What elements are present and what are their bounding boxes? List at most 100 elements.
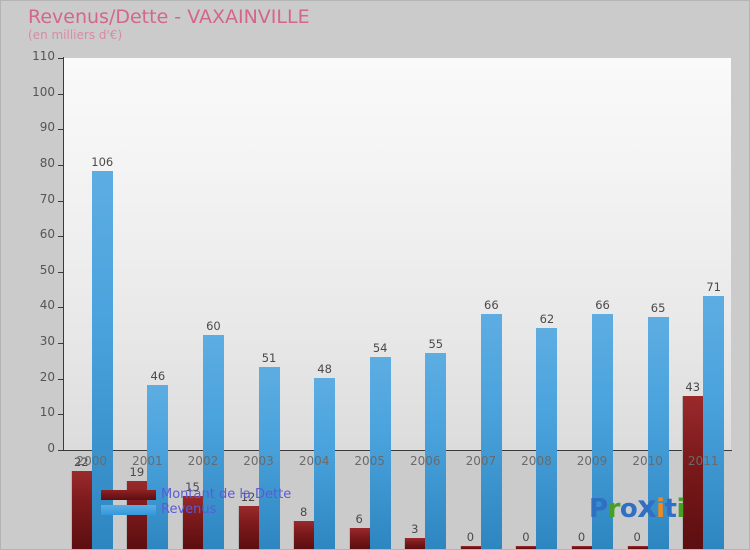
x-axis-label: 2010 xyxy=(632,454,663,468)
bar-label-revenus: 66 xyxy=(484,297,499,312)
bar-label-revenus: 66 xyxy=(595,297,610,312)
y-axis-tick-mark xyxy=(58,93,63,95)
bar-dette[interactable] xyxy=(181,495,204,549)
bar-dette[interactable] xyxy=(70,470,93,549)
y-axis-tick-mark xyxy=(58,378,63,380)
bar-group: 43 71 xyxy=(675,157,731,549)
legend-swatch-dette xyxy=(101,489,156,500)
bar-label-dette: 3 xyxy=(411,522,419,537)
logo-letter: t xyxy=(664,494,677,524)
bar-label-revenus: 48 xyxy=(317,361,332,376)
legend-label-dette: Montant de la Dette xyxy=(161,487,292,502)
y-axis-tick-mark xyxy=(58,58,63,59)
bar-label-dette: 43 xyxy=(685,379,701,394)
bar-label-revenus: 106 xyxy=(91,155,114,170)
bar-dette[interactable] xyxy=(571,546,594,549)
x-axis-label: 2002 xyxy=(187,454,219,468)
bar-group: 0 66 xyxy=(453,157,509,549)
legend-item-dette[interactable]: Montant de la Dette xyxy=(101,487,291,502)
bar-label-dette: 0 xyxy=(466,530,475,544)
y-axis-tick-mark xyxy=(58,450,63,451)
bar-group: 22 106 xyxy=(64,155,120,549)
bar-label-revenus: 55 xyxy=(428,337,444,351)
legend-label-revenus: Revenus xyxy=(161,502,217,517)
y-axis-tick-label: 30 xyxy=(39,334,55,349)
y-axis-tick-label: 10 xyxy=(39,405,55,420)
bar-group: 12 51 xyxy=(231,157,287,549)
logo-letter: x xyxy=(637,490,657,525)
bar-dette[interactable] xyxy=(348,527,371,549)
y-axis-tick-label: 90 xyxy=(39,120,55,135)
y-axis-tick-label: 0 xyxy=(47,441,55,455)
x-axis-label: 2005 xyxy=(354,454,385,468)
x-axis-line xyxy=(63,450,732,451)
bar-revenus[interactable] xyxy=(202,335,224,549)
y-axis-tick-label: 80 xyxy=(39,155,55,170)
bar-revenus[interactable] xyxy=(369,356,391,549)
bar-group: 0 62 xyxy=(509,157,565,549)
bar-revenus[interactable] xyxy=(592,313,614,549)
bar-label-dette: 19 xyxy=(129,465,145,480)
bar-label-dette: 15 xyxy=(185,479,200,494)
y-axis-tick-mark xyxy=(58,343,63,345)
bar-dette[interactable] xyxy=(459,546,482,549)
bar-group: 15 60 xyxy=(175,157,231,549)
bar-label-revenus: 51 xyxy=(261,351,277,366)
bar-revenus[interactable] xyxy=(425,353,447,549)
logo-letter: o xyxy=(619,494,638,524)
bar-revenus[interactable] xyxy=(703,295,725,549)
bar-label-dette: 0 xyxy=(633,530,641,544)
x-axis-label: 2006 xyxy=(410,454,441,468)
plot-area xyxy=(64,58,731,450)
bar-revenus[interactable] xyxy=(258,367,280,549)
x-axis-label: 2008 xyxy=(521,454,552,468)
bar-label-revenus: 65 xyxy=(650,301,666,316)
logo-letter: i xyxy=(656,494,665,524)
y-axis-line xyxy=(63,57,64,451)
chart-legend: Montant de la Dette Revenus xyxy=(101,487,291,517)
x-axis-label: 2000 xyxy=(76,454,108,468)
bar-label-dette: 0 xyxy=(577,530,586,544)
logo-letter: P xyxy=(589,494,608,524)
bar-label-dette: 22 xyxy=(73,454,89,469)
legend-item-revenus[interactable]: Revenus xyxy=(101,502,291,517)
x-axis-label: 2009 xyxy=(576,454,608,468)
x-axis-label: 2007 xyxy=(465,454,497,468)
bar-label-revenus: 46 xyxy=(150,369,166,384)
bar-label-revenus: 60 xyxy=(206,319,221,334)
bar-dette[interactable] xyxy=(293,520,316,549)
y-axis-tick-label: 110 xyxy=(32,49,55,63)
bar-revenus[interactable] xyxy=(480,313,502,549)
y-axis-tick-label: 50 xyxy=(39,262,55,277)
chart-subtitle: (en milliers d'€) xyxy=(28,28,123,42)
bar-revenus[interactable] xyxy=(536,328,558,549)
bar-revenus[interactable] xyxy=(647,317,669,549)
bar-label-revenus: 71 xyxy=(706,279,721,294)
bar-group: 6 54 xyxy=(342,157,398,549)
bar-label-dette: 8 xyxy=(299,504,308,519)
page-title: Revenus/Dette - VAXAINVILLE xyxy=(28,6,310,28)
bar-label-dette: 12 xyxy=(240,490,256,505)
bar-revenus[interactable] xyxy=(314,377,336,549)
y-axis-tick-label: 70 xyxy=(39,191,55,206)
bar-group: 3 55 xyxy=(398,157,454,549)
y-axis-tick-label: 100 xyxy=(32,84,55,99)
legend-swatch-revenus xyxy=(101,504,156,515)
logo-letter: r xyxy=(607,494,621,524)
y-axis-tick-label: 20 xyxy=(39,369,55,384)
bar-label-dette: 6 xyxy=(355,511,363,526)
proxiti-logo: Proxiti xyxy=(589,490,685,525)
bar-dette[interactable] xyxy=(404,538,427,549)
y-axis-tick-mark xyxy=(58,414,63,416)
bar-revenus[interactable] xyxy=(91,171,113,549)
bar-dette[interactable] xyxy=(626,546,649,549)
y-axis-tick-mark xyxy=(58,271,63,273)
y-axis-tick-mark xyxy=(58,164,63,166)
bar-dette[interactable] xyxy=(682,395,705,549)
y-axis-tick-label: 60 xyxy=(39,227,55,242)
bar-dette[interactable] xyxy=(237,506,260,549)
bar-dette[interactable] xyxy=(515,546,538,549)
y-axis-tick-mark xyxy=(58,307,63,309)
y-axis-tick-mark xyxy=(58,129,63,131)
